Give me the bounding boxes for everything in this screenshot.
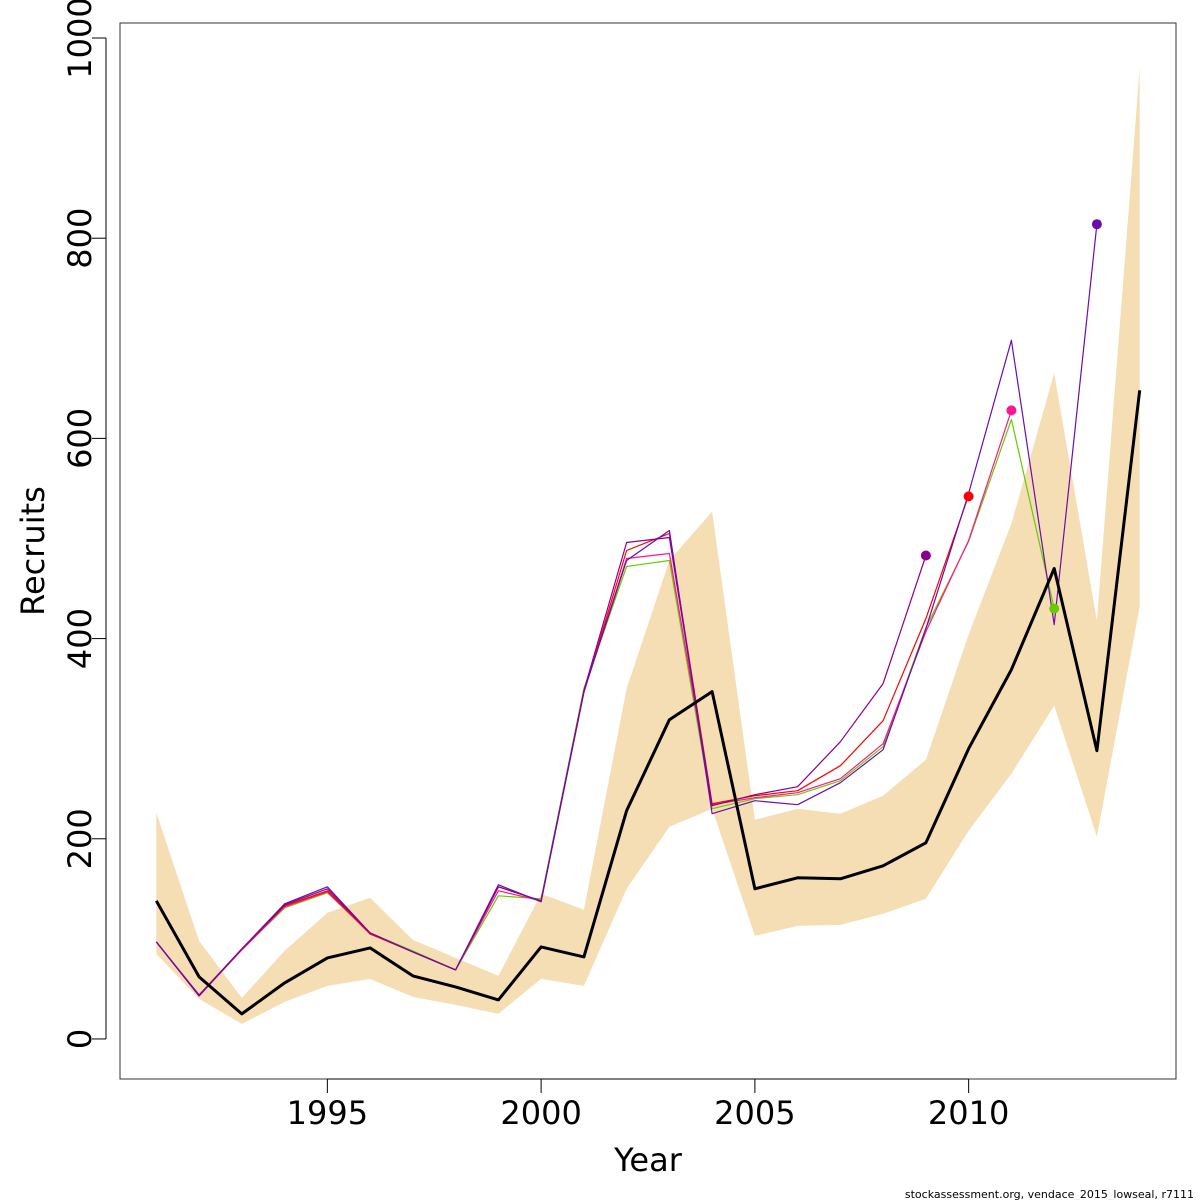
x-tick-label: 2005 [714, 1094, 795, 1132]
y-tick-label: 1000 [61, 0, 99, 79]
x-tick-label: 2000 [500, 1094, 581, 1132]
retro-end-point-1 [963, 491, 974, 502]
y-tick-label: 200 [61, 808, 99, 869]
y-axis-title: Recruits [14, 486, 52, 616]
retro-end-point-2 [1006, 405, 1017, 416]
y-tick-label: 600 [61, 408, 99, 469]
y-tick-label: 400 [61, 608, 99, 669]
confidence-band [156, 68, 1140, 1024]
x-axis-title: Year [613, 1141, 683, 1179]
series-layer [154, 224, 1142, 1016]
x-axis: 1995 2000 2005 2010 [287, 1078, 1009, 1132]
retro-end-point-4 [1091, 219, 1102, 230]
x-tick-label: 2010 [928, 1094, 1009, 1132]
x-tick-label: 1995 [287, 1094, 368, 1132]
y-axis: 0 200 400 600 800 1000 [61, 0, 107, 1049]
retro-line-5 [155, 224, 1098, 996]
credit-text: stockassessment.org, vendace_2015_lowsea… [905, 1188, 1194, 1200]
end-points-layer [920, 219, 1102, 614]
confidence-band-layer [156, 68, 1140, 1024]
retro-end-point-0 [920, 550, 931, 561]
y-tick-label: 0 [61, 1029, 99, 1049]
retro-end-point-3 [1049, 603, 1060, 614]
estimate-line [154, 390, 1142, 1016]
y-tick-label: 800 [61, 208, 99, 269]
